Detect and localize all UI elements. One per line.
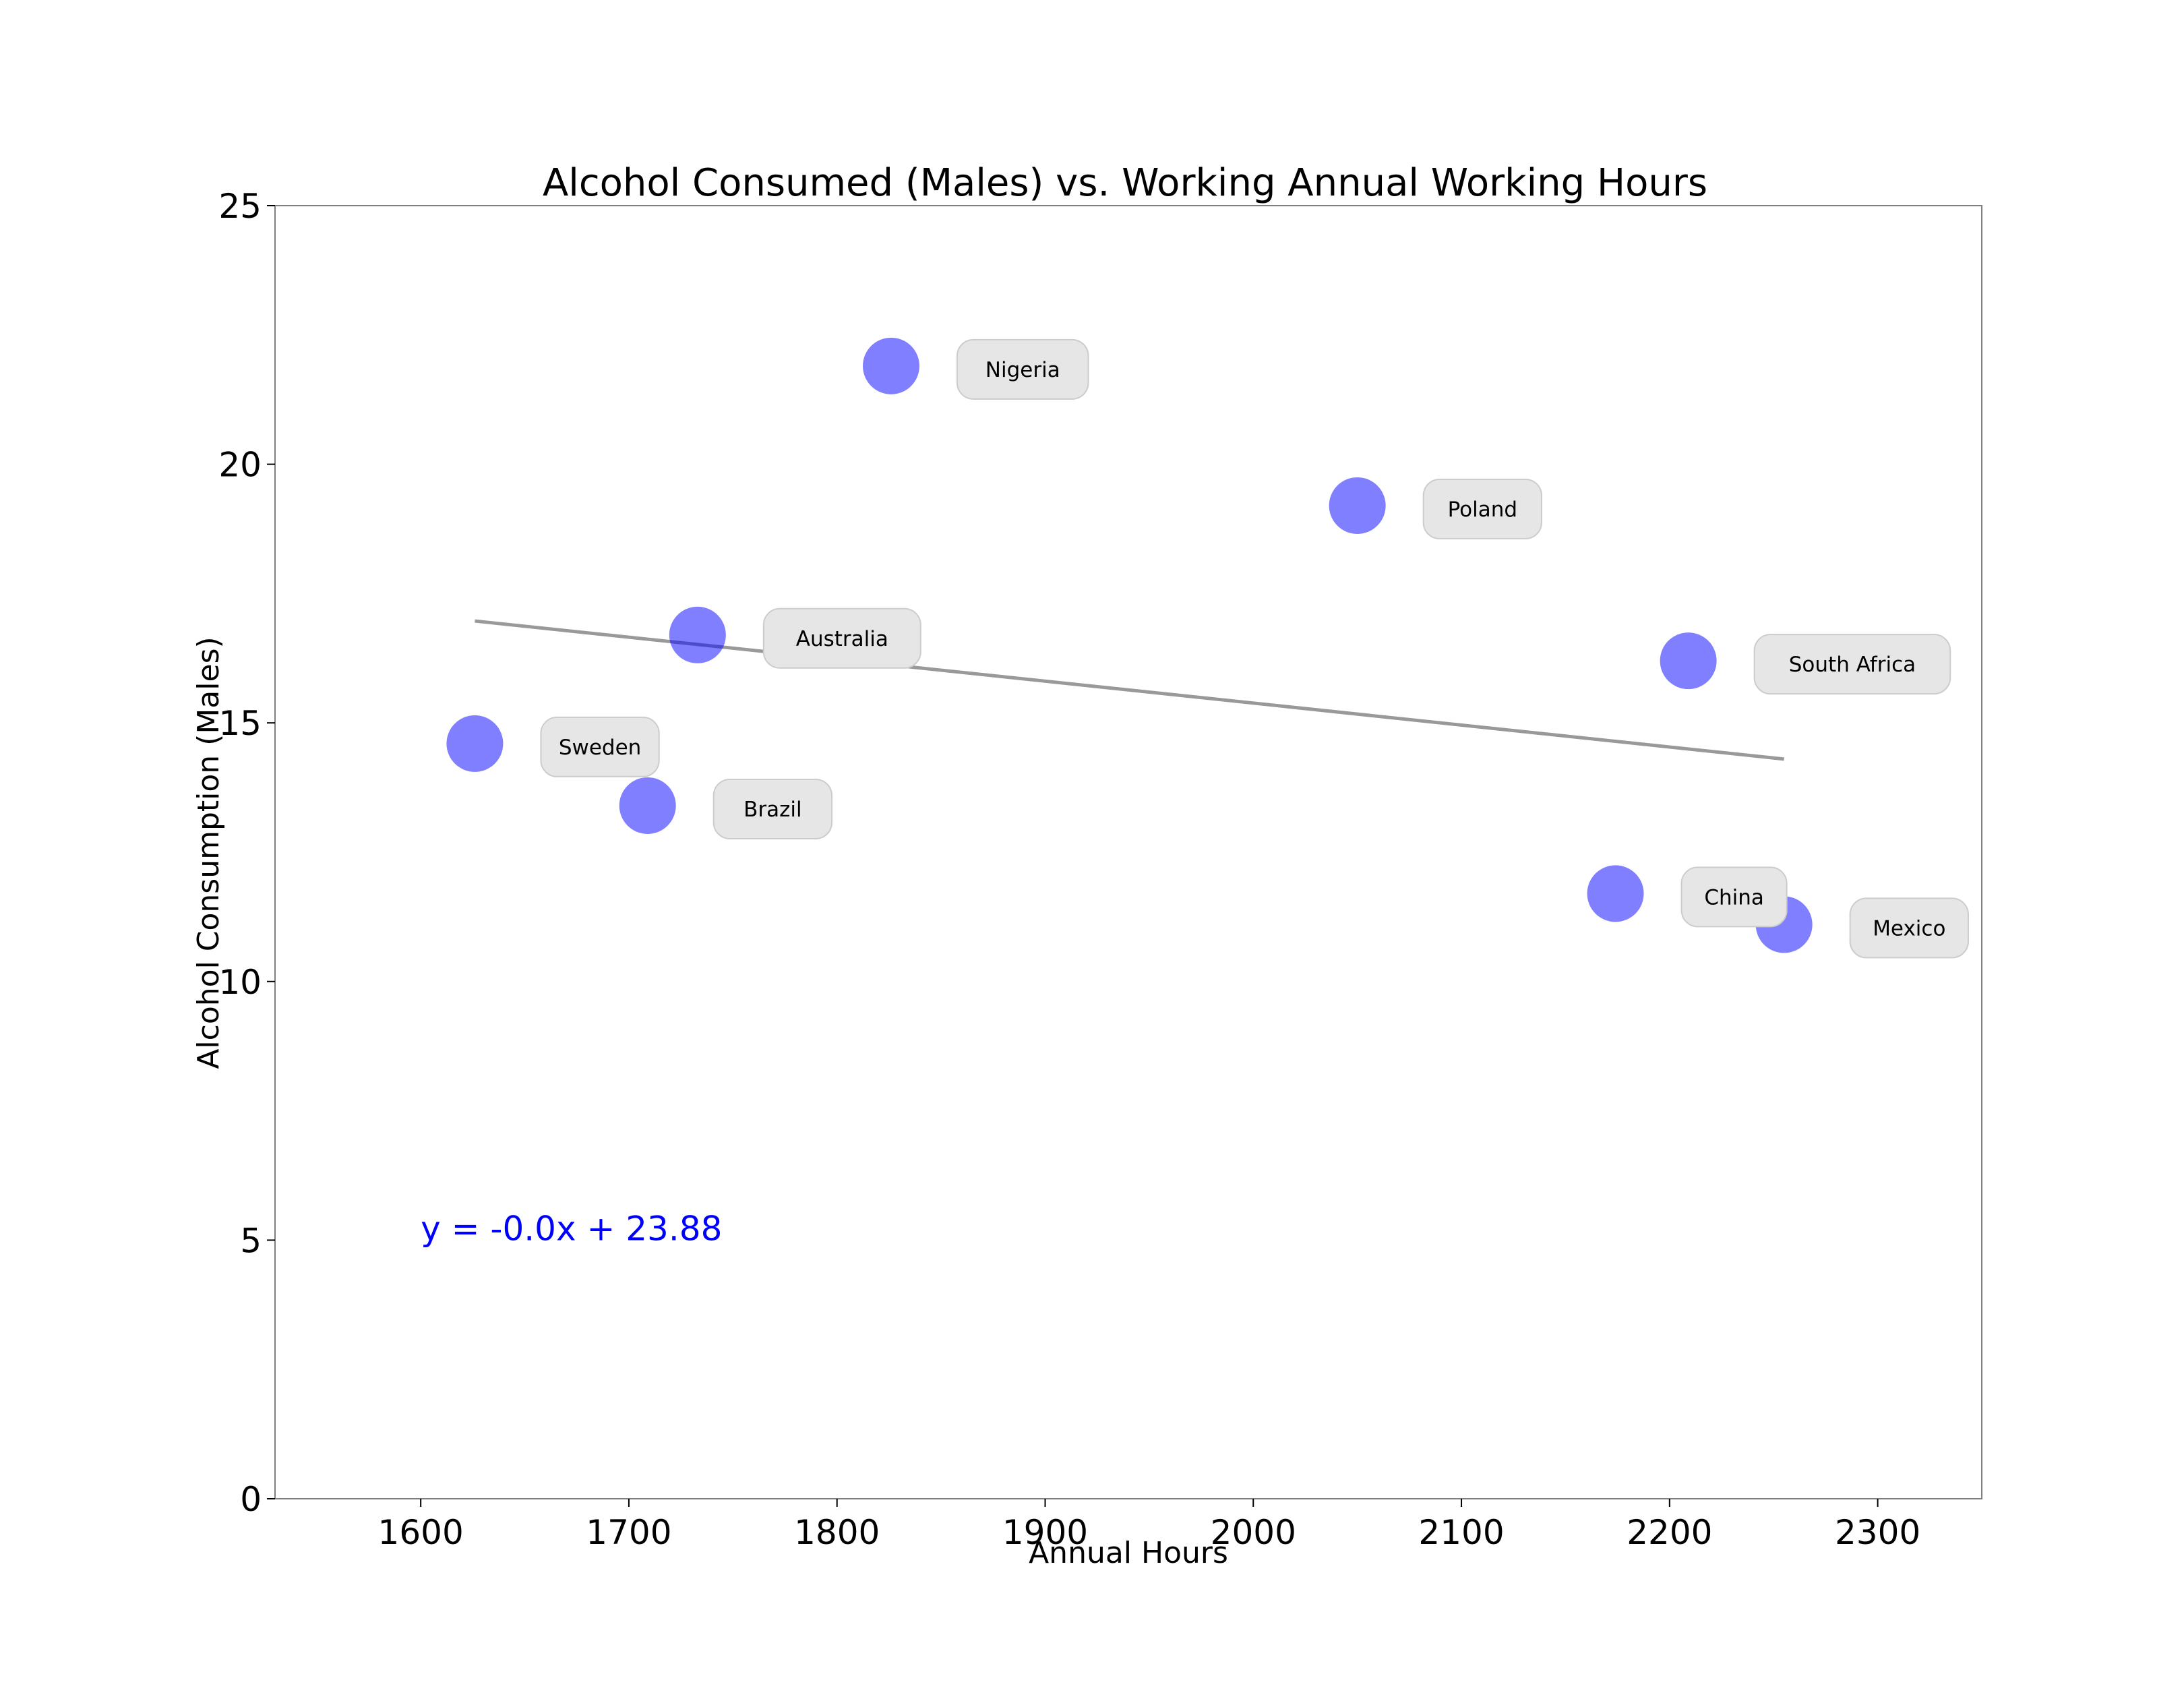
point-label: South Africa	[1753, 634, 1951, 695]
x-axis-label: Annual Hours	[1029, 1536, 1228, 1570]
x-tick-label: 2000	[1211, 1513, 1296, 1552]
point-labels-layer: Sweden Brazil Australia Nigeria Poland China S…	[540, 338, 1969, 959]
data-point	[619, 777, 676, 834]
point-label-text: Nigeria	[985, 358, 1060, 382]
point-label-box	[540, 716, 660, 777]
data-point	[446, 715, 504, 772]
data-point	[862, 337, 919, 394]
y-tick-label: 25	[218, 187, 262, 226]
data-point	[1329, 477, 1386, 534]
point-label-box	[762, 607, 921, 669]
data-point	[669, 606, 726, 663]
point-label-box	[1849, 897, 1969, 959]
plot-area-frame	[274, 205, 1982, 1499]
x-tick-label: 2100	[1418, 1513, 1504, 1552]
point-label: Poland	[1422, 478, 1542, 539]
point-label: Brazil	[712, 778, 833, 839]
point-label: China	[1680, 866, 1788, 928]
point-label: Nigeria	[956, 338, 1089, 400]
y-tick-label: 0	[240, 1480, 262, 1519]
point-label-text: China	[1704, 885, 1764, 910]
point-label: Sweden	[540, 716, 660, 777]
x-tick-label: 1900	[1002, 1513, 1088, 1552]
x-tick-label: 2300	[1835, 1513, 1920, 1552]
point-label-box	[1753, 634, 1951, 695]
y-axis: 0 5 10 15 20 25	[218, 187, 275, 1519]
y-axis-label: Alcohol Consumption (Males)	[191, 636, 226, 1069]
y-tick-label: 15	[218, 704, 262, 743]
x-tick-label: 1800	[794, 1513, 880, 1552]
point-label-text: Brazil	[744, 798, 802, 822]
point-label-text: Sweden	[559, 736, 642, 760]
point-label: Mexico	[1849, 897, 1969, 959]
y-tick-label: 20	[218, 446, 262, 485]
point-label-box	[1680, 866, 1788, 928]
point-label-text: Poland	[1448, 498, 1518, 522]
point-label: Australia	[762, 607, 921, 669]
point-label-text: Mexico	[1873, 916, 1945, 941]
data-point	[1660, 632, 1717, 690]
x-axis: 1600 1700 1800 1900 2000 2100 2200 2300	[378, 1499, 1920, 1552]
y-tick-label: 10	[218, 963, 262, 1002]
points-layer	[446, 337, 1813, 953]
chart-title: Alcohol Consumed (Males) vs. Working Ann…	[543, 161, 1707, 205]
x-tick-label: 1700	[586, 1513, 671, 1552]
point-label-text: Australia	[796, 627, 888, 651]
point-label-box	[956, 338, 1089, 400]
x-tick-label: 1600	[378, 1513, 464, 1552]
regression-equation: y = -0.0x + 23.88	[421, 1209, 722, 1248]
x-tick-label: 2200	[1627, 1513, 1712, 1552]
point-label-box	[712, 778, 833, 839]
y-tick-label: 5	[240, 1221, 262, 1260]
point-label-box	[1422, 478, 1542, 539]
point-label-text: South Africa	[1789, 653, 1916, 677]
data-point	[1587, 865, 1644, 922]
